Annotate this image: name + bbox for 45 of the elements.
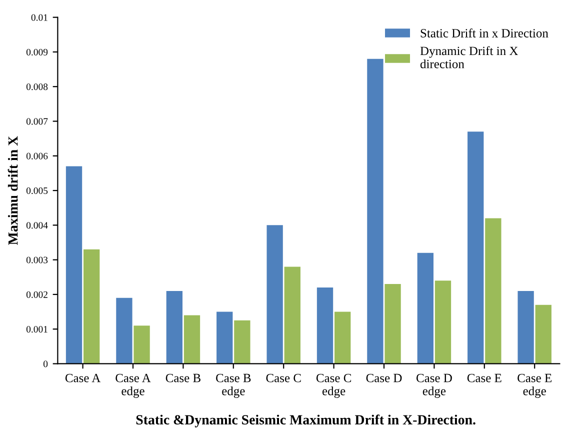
y-tick-label: 0.006: [26, 152, 48, 160]
bar: [334, 312, 351, 364]
x-tick-label: Case B edge: [216, 374, 251, 398]
x-tick-label: Case D edge: [416, 374, 452, 398]
y-tick-label: 0.004: [26, 222, 48, 229]
bar: [468, 132, 484, 364]
bar: [367, 58, 384, 364]
y-tick-label: 0.003: [26, 256, 48, 264]
y-tick-label: 0.009: [26, 48, 48, 56]
y-tick-label: 0.005: [26, 187, 48, 194]
y-tick-label: 0: [43, 360, 48, 368]
bar: [518, 290, 534, 364]
y-tick-label: 0.01: [31, 14, 48, 21]
x-tick-label: Case C edge: [316, 374, 351, 398]
bar: [266, 225, 283, 364]
bar: [434, 280, 452, 364]
y-axis-title: Maximu drift in X: [8, 136, 18, 245]
bar: [84, 249, 100, 364]
x-tick-label: Case A edge: [116, 374, 151, 398]
bar: [116, 298, 132, 364]
bar: [417, 252, 434, 364]
bar: [166, 290, 182, 364]
bar: [284, 266, 300, 364]
legend-label: Static Drift in x Direction: [420, 28, 548, 38]
y-tick-label: 0.002: [26, 291, 48, 298]
x-tick-label: Case E: [467, 374, 502, 382]
bar: [485, 218, 502, 364]
bar: [384, 284, 401, 364]
bar: [134, 326, 150, 364]
bar: [316, 288, 334, 364]
x-tick-label: Case D: [366, 374, 402, 382]
x-tick-label: Case B: [166, 374, 200, 382]
y-tick-label: 0.007: [26, 118, 48, 125]
y-tick-label: 0.001: [26, 326, 48, 333]
x-tick-label: Case E edge: [518, 374, 552, 398]
legend-label: Dynamic Drift in X direction: [420, 46, 518, 68]
bar: [535, 304, 552, 364]
bar: [66, 166, 82, 364]
x-tick-label: Case C: [266, 374, 301, 382]
bar: [184, 315, 200, 364]
text: Static &Dynamic Seismic Maximum Drift in X-Direction.: [136, 414, 476, 428]
y-tick-label: 0.008: [26, 84, 48, 90]
bar: [234, 320, 250, 364]
x-tick-label: Case A: [65, 374, 101, 382]
bar: [216, 312, 233, 364]
